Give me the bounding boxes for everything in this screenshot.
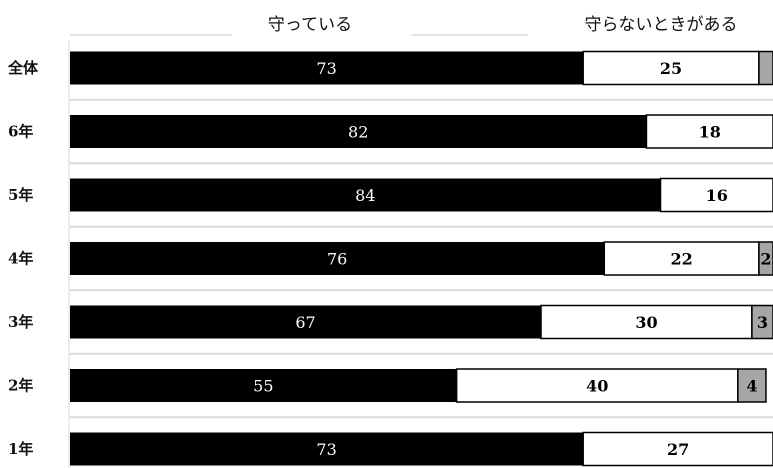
bar-segment bbox=[455, 368, 739, 403]
value-label: 25 bbox=[660, 59, 682, 78]
category-label: 1年 bbox=[8, 440, 33, 458]
bar-segment bbox=[70, 369, 457, 402]
category-label: 4年 bbox=[8, 250, 33, 268]
bar-segment bbox=[70, 51, 584, 85]
value-label: 30 bbox=[635, 313, 657, 332]
legend-label-mamoranai: 守らないときがある bbox=[585, 15, 738, 35]
row-separators bbox=[68, 40, 773, 468]
legend: 守っている 守らないときがある bbox=[70, 15, 738, 36]
category-label: 2年 bbox=[8, 377, 33, 395]
bar-segment bbox=[70, 115, 647, 148]
bar-segment bbox=[737, 368, 767, 403]
category-label: 全体 bbox=[7, 59, 39, 77]
value-label: 40 bbox=[586, 377, 608, 396]
bar-segment bbox=[645, 114, 773, 149]
category-label: 3年 bbox=[8, 313, 33, 331]
bar-segment bbox=[70, 432, 584, 466]
bar-segment bbox=[70, 178, 661, 212]
value-label: 84 bbox=[355, 186, 375, 205]
value-label: 3 bbox=[757, 313, 768, 332]
value-label: 76 bbox=[327, 250, 347, 269]
value-label: 73 bbox=[316, 440, 336, 459]
value-label: 16 bbox=[706, 186, 728, 205]
bars bbox=[70, 50, 773, 467]
category-label: 5年 bbox=[8, 186, 33, 204]
category-label: 6年 bbox=[8, 123, 33, 141]
value-label: 82 bbox=[348, 123, 368, 142]
value-label: 2 bbox=[760, 250, 771, 269]
bar-segment bbox=[70, 242, 605, 275]
value-label: 55 bbox=[253, 377, 273, 396]
bar-segment bbox=[758, 241, 773, 276]
category-labels: 全体 6年 5年 4年 3年 2年 1年 bbox=[7, 59, 39, 458]
legend-label-mamotteiru: 守っている bbox=[268, 15, 352, 35]
value-label: 73 bbox=[316, 59, 336, 78]
value-label: 4 bbox=[746, 377, 757, 396]
bar-segment bbox=[582, 431, 773, 467]
value-label: 27 bbox=[667, 440, 689, 459]
bar-segment bbox=[758, 50, 773, 86]
bar-segment bbox=[70, 305, 542, 339]
bar-segment bbox=[659, 177, 773, 213]
value-label: 67 bbox=[295, 313, 315, 332]
value-label: 18 bbox=[699, 123, 721, 142]
bar-segment bbox=[603, 241, 760, 276]
value-label: 22 bbox=[670, 250, 692, 269]
bar-segment bbox=[582, 50, 760, 86]
